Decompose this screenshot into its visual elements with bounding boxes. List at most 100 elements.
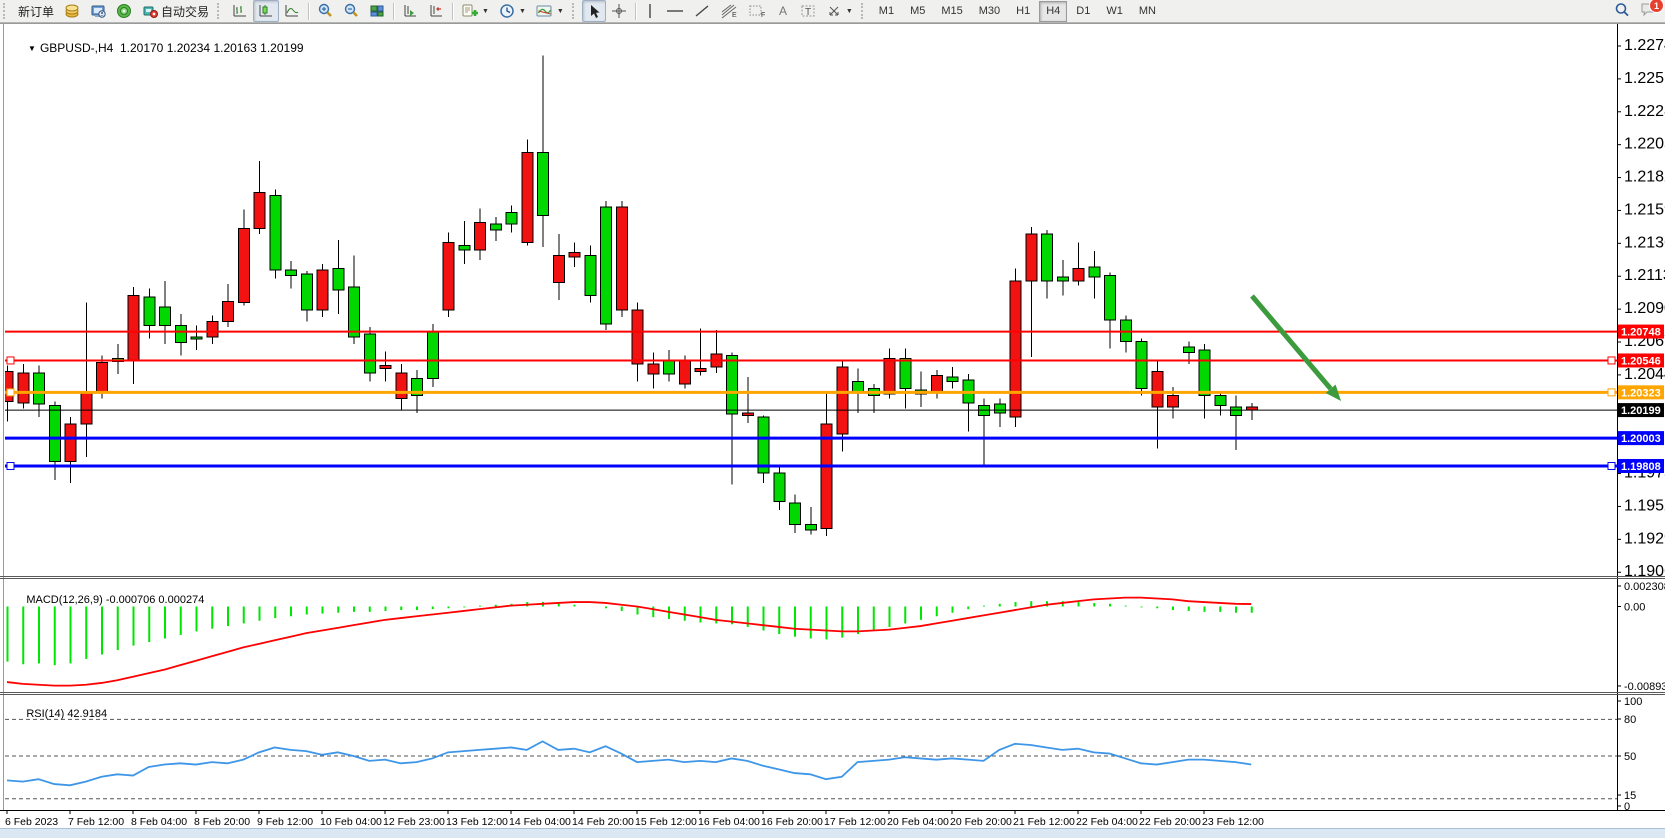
candle-body[interactable] <box>190 336 203 340</box>
macd-pane[interactable] <box>6 596 1253 687</box>
candle-body[interactable] <box>537 152 549 216</box>
candle-body[interactable] <box>820 423 833 530</box>
candle-body[interactable] <box>159 306 171 327</box>
candle-body[interactable] <box>1230 406 1242 417</box>
line-handle[interactable] <box>6 461 15 470</box>
pane-separator-macd-rsi[interactable] <box>0 692 1665 695</box>
candle-body[interactable] <box>222 300 234 322</box>
candle-body[interactable] <box>1041 233 1053 282</box>
text-label-button[interactable]: T <box>795 0 821 22</box>
candle-body[interactable] <box>285 269 297 277</box>
timeframe-MN[interactable]: MN <box>1138 5 1156 17</box>
new-order-button[interactable]: 新订单 <box>13 0 59 22</box>
candle-body[interactable] <box>363 333 376 374</box>
candle-body[interactable] <box>1088 266 1101 278</box>
toolbar-grip[interactable] <box>3 3 10 19</box>
candle-body[interactable] <box>1104 275 1116 321</box>
candle-body[interactable] <box>993 403 1006 414</box>
timeframe-D1[interactable]: D1 <box>1076 5 1091 17</box>
indicator-window-button[interactable] <box>397 0 423 22</box>
candle-body[interactable] <box>64 423 77 462</box>
indicator-add-button[interactable] <box>423 0 449 22</box>
timeframe-H1[interactable]: H1 <box>1016 5 1031 17</box>
deposit-coins-button[interactable] <box>59 0 85 22</box>
chart-candles-button[interactable] <box>253 0 280 22</box>
timeframe-M5[interactable]: M5 <box>910 5 926 17</box>
candle-body[interactable] <box>836 366 849 435</box>
candle-body[interactable] <box>1167 395 1179 408</box>
candle-body[interactable] <box>773 472 786 502</box>
candle-body[interactable] <box>789 502 801 525</box>
candle-body[interactable] <box>253 192 266 229</box>
candle-body[interactable] <box>978 405 990 417</box>
hlines-layer[interactable] <box>5 330 1617 470</box>
timeframe-M1[interactable]: M1 <box>878 5 895 17</box>
rsi-pane[interactable] <box>5 718 1617 800</box>
template-button[interactable]: ▼ <box>531 0 569 22</box>
trendline-button[interactable] <box>689 0 715 22</box>
candle-body[interactable] <box>899 357 912 389</box>
candle-body[interactable] <box>458 244 471 251</box>
candle-body[interactable] <box>489 223 502 231</box>
notifications-button[interactable]: 1 <box>1640 0 1664 20</box>
chart-bars-button[interactable] <box>227 0 253 22</box>
candle-body[interactable] <box>1182 346 1195 354</box>
candle-body[interactable] <box>395 372 408 399</box>
timeframe-M15[interactable]: M15 <box>941 5 963 17</box>
candle-body[interactable] <box>694 367 707 372</box>
search-icon[interactable] <box>1614 2 1630 21</box>
annotation-arrow[interactable] <box>1250 294 1341 401</box>
candle-body[interactable] <box>1119 319 1132 342</box>
candle-body[interactable] <box>584 254 597 297</box>
candle-body[interactable] <box>568 252 581 258</box>
candle-body[interactable] <box>33 372 45 405</box>
candle-body[interactable] <box>1056 276 1069 282</box>
timeframe-H4[interactable]: H4 <box>1039 0 1068 22</box>
line-handle[interactable] <box>1607 461 1616 470</box>
candle-body[interactable] <box>505 212 518 225</box>
candle-body[interactable] <box>48 405 61 462</box>
vertical-line-button[interactable] <box>639 0 661 22</box>
candle-body[interactable] <box>17 372 30 404</box>
candle-body[interactable] <box>474 222 486 251</box>
line-handle[interactable] <box>6 356 15 365</box>
autotrading-button[interactable]: 自动交易 <box>137 0 214 22</box>
candles-layer[interactable] <box>2 55 1258 536</box>
candle-body[interactable] <box>2 370 14 402</box>
line-handle[interactable] <box>1607 356 1616 365</box>
candle-body[interactable] <box>852 380 864 392</box>
line-handle[interactable] <box>6 388 15 397</box>
candle-body[interactable] <box>1245 406 1258 411</box>
candle-body[interactable] <box>946 376 959 382</box>
candle-body[interactable] <box>269 194 282 271</box>
candle-body[interactable] <box>663 359 675 375</box>
candle-body[interactable] <box>930 375 943 394</box>
candle-body[interactable] <box>552 254 565 284</box>
pane-separator-main-macd[interactable] <box>0 576 1665 579</box>
candle-body[interactable] <box>883 357 896 395</box>
candle-body[interactable] <box>615 206 628 311</box>
candle-body[interactable] <box>726 355 738 415</box>
candle-body[interactable] <box>1198 349 1211 397</box>
candle-body[interactable] <box>237 227 250 304</box>
candle-body[interactable] <box>96 362 108 394</box>
add-indicator-button[interactable]: ▼ <box>456 0 494 22</box>
candle-body[interactable] <box>600 206 612 325</box>
candle-body[interactable] <box>411 377 423 397</box>
terminal-button[interactable] <box>85 0 111 22</box>
fibonacci-button[interactable]: E <box>715 0 743 22</box>
toolbar-grip[interactable] <box>217 3 224 19</box>
crosshair-button[interactable] <box>606 0 632 22</box>
price-axis[interactable]: 0.002308 0.00 -0.008938 100 80 50 150 <box>1617 45 1665 813</box>
candle-body[interactable] <box>332 267 345 291</box>
text-button[interactable]: A <box>771 0 795 22</box>
candle-body[interactable] <box>80 390 93 425</box>
period-button[interactable]: ▼ <box>494 0 531 22</box>
candle-body[interactable] <box>127 295 140 361</box>
horizontal-line-button[interactable] <box>661 0 689 22</box>
tile-windows-button[interactable] <box>364 0 390 22</box>
candle-body[interactable] <box>1009 280 1022 418</box>
zoom-out-button[interactable] <box>338 0 364 22</box>
candle-body[interactable] <box>143 296 156 327</box>
timeframe-W1[interactable]: W1 <box>1106 5 1123 17</box>
